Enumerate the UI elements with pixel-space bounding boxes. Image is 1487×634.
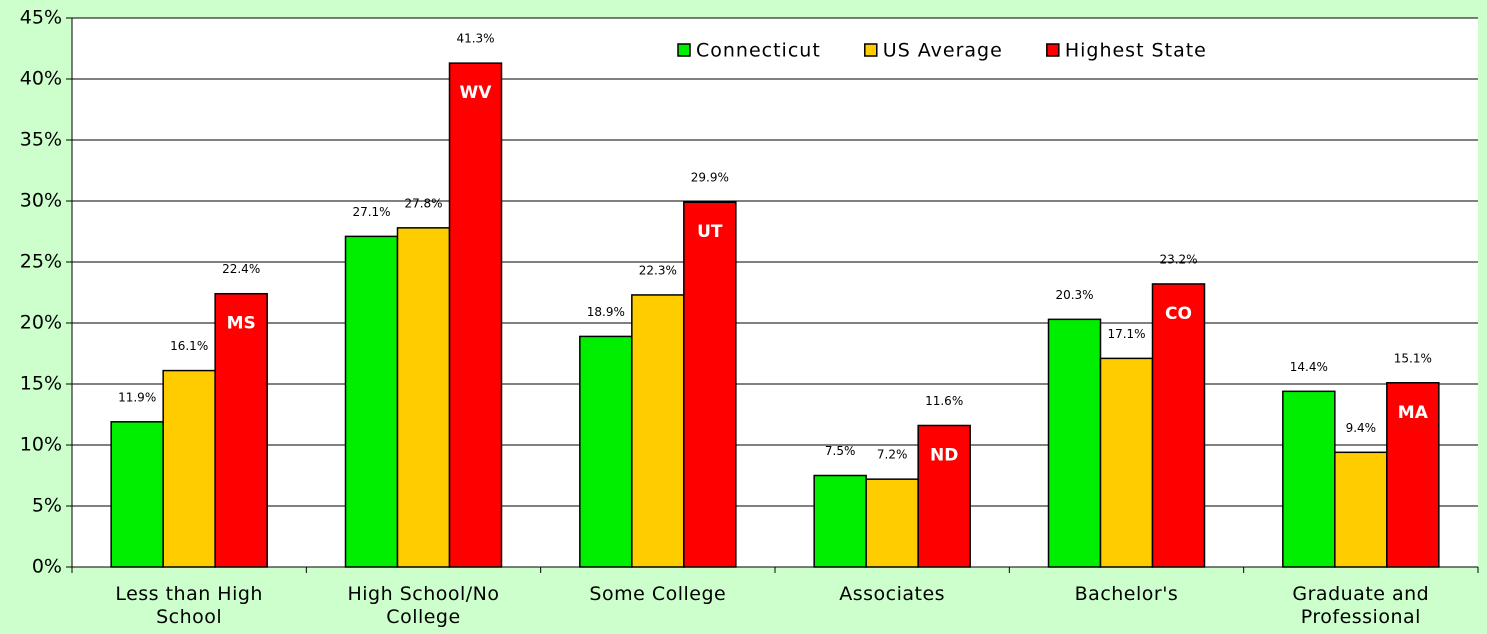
y-tick-label: 15% <box>20 373 62 395</box>
value-label: 27.1% <box>352 205 390 219</box>
y-tick-label: 25% <box>20 251 62 273</box>
bar <box>1047 318 1102 568</box>
bar <box>448 62 503 568</box>
bar <box>396 227 451 568</box>
bar <box>1151 283 1206 568</box>
value-label: 7.2% <box>877 448 908 462</box>
x-tick-label: High School/No College <box>347 583 500 628</box>
legend-swatch <box>864 43 878 57</box>
legend-label: Highest State <box>1065 40 1207 62</box>
value-label: 15.1% <box>1394 351 1432 365</box>
bar <box>683 201 737 568</box>
state-label: UT <box>697 222 723 242</box>
value-label: 9.4% <box>1346 421 1377 435</box>
bar <box>865 478 919 568</box>
value-label: 7.5% <box>825 444 856 458</box>
x-tick-label: Less than High School <box>115 583 263 628</box>
y-tick-label: 20% <box>20 312 62 334</box>
y-tick-label: 35% <box>20 129 62 151</box>
value-label: 16.1% <box>170 339 208 353</box>
bar <box>110 421 164 568</box>
x-tick-label: Associates <box>839 583 946 605</box>
bar <box>1282 390 1336 568</box>
legend-label: Connecticut <box>696 40 821 62</box>
y-tick-label: 45% <box>20 7 62 29</box>
value-label: 27.8% <box>404 196 442 210</box>
value-label: 22.4% <box>222 262 260 276</box>
value-label: 23.2% <box>1159 252 1197 266</box>
value-label: 18.9% <box>587 305 625 319</box>
bar <box>631 294 685 568</box>
state-label: ND <box>930 445 958 465</box>
state-label: CO <box>1165 304 1192 324</box>
y-tick-label: 40% <box>20 68 62 90</box>
bar <box>917 424 971 568</box>
state-label: MS <box>227 314 256 334</box>
bar <box>1334 451 1388 568</box>
value-label: 14.4% <box>1290 360 1328 374</box>
y-tick-label: 30% <box>20 190 62 212</box>
value-label: 11.6% <box>925 394 963 408</box>
bar <box>579 335 633 568</box>
x-tick-label: Bachelor's <box>1074 583 1179 605</box>
value-label: 17.1% <box>1107 327 1145 341</box>
y-tick-label: 0% <box>32 556 62 578</box>
value-label: 11.9% <box>118 390 156 404</box>
legend-swatch <box>677 43 691 57</box>
bar <box>813 474 867 568</box>
legend-label: US Average <box>883 40 1003 62</box>
x-tick-label: Graduate and Professional <box>1292 583 1430 628</box>
plot-area <box>72 18 1478 567</box>
value-label: 41.3% <box>456 32 494 46</box>
y-tick-label: 10% <box>20 434 62 456</box>
bar <box>344 235 399 568</box>
bar <box>214 292 268 568</box>
bar <box>1099 357 1154 568</box>
bar <box>162 369 216 568</box>
state-label: WV <box>460 83 493 103</box>
y-tick-label: 5% <box>32 495 62 517</box>
value-label: 29.9% <box>691 171 729 185</box>
value-label: 22.3% <box>639 263 677 277</box>
x-tick-label: Some College <box>589 583 727 605</box>
value-label: 20.3% <box>1055 288 1093 302</box>
legend-swatch <box>1046 43 1060 57</box>
state-label: MA <box>1398 403 1429 423</box>
